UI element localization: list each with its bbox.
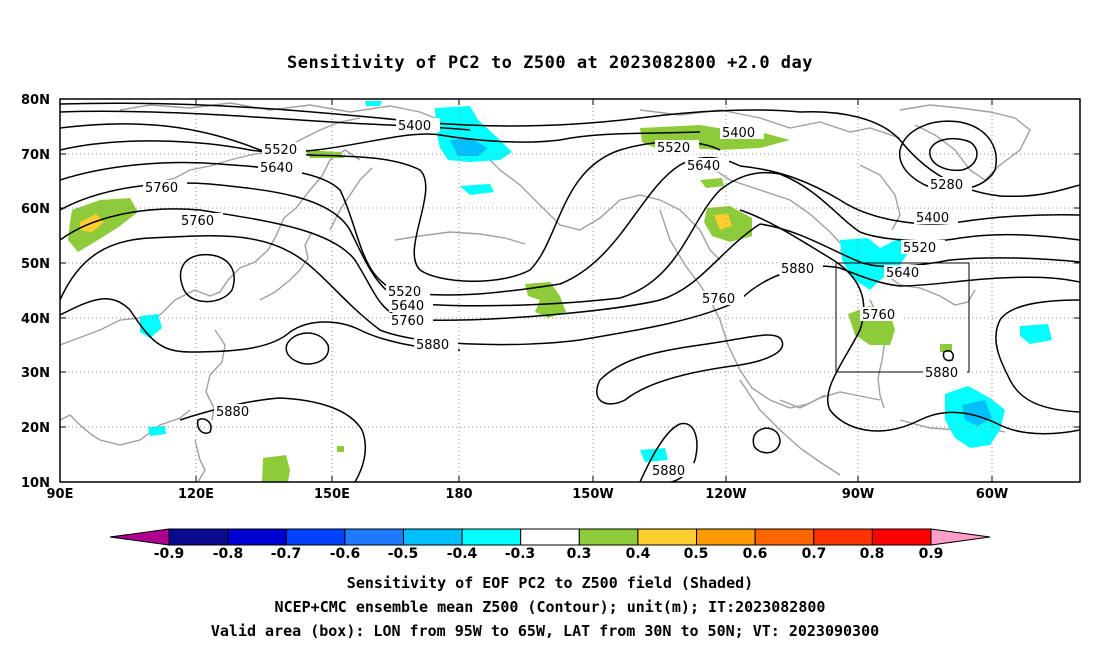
lon-label: 180 [445, 487, 472, 502]
lon-label: 120E [178, 487, 214, 502]
colorbar-segment [696, 528, 756, 546]
lon-label: 90W [842, 487, 874, 502]
contour-label: 5640 [391, 299, 424, 314]
colorbar-low-triangle [109, 528, 170, 546]
colorbar-label: -0.3 [505, 546, 536, 562]
colorbar-segment [871, 528, 932, 546]
lat-label: 40N [21, 312, 50, 327]
colorbar: -0.9 -0.8 -0.7 -0.6 -0.5 -0.4 -0.3 0.3 0… [109, 528, 991, 562]
colorbar-label: 0.9 [919, 546, 944, 562]
colorbar-segment [637, 528, 698, 546]
caption-line-3: Valid area (box): LON from 95W to 65W, L… [211, 622, 879, 640]
lat-label: 60N [21, 202, 50, 217]
contour-label: 5520 [264, 143, 297, 158]
colorbar-label: 0.7 [802, 546, 827, 562]
colorbar-label: 0.3 [567, 546, 592, 562]
contour-label: 5760 [391, 314, 424, 329]
sensitivity-shading [68, 101, 1052, 482]
lat-label: 30N [21, 366, 50, 381]
lon-label: 120W [705, 487, 746, 502]
colorbar-label: 0.8 [860, 546, 885, 562]
lat-label: 10N [21, 476, 50, 491]
caption-line-2: NCEP+CMC ensemble mean Z500 (Contour); u… [275, 598, 826, 616]
contour-label: 5880 [781, 262, 814, 277]
contour-label: 5880 [925, 366, 958, 381]
contour-label: 5640 [886, 266, 919, 281]
colorbar-segment [168, 528, 229, 546]
colorbar-segment [402, 528, 463, 546]
colorbar-label: -0.8 [213, 546, 244, 562]
contour-label: 5400 [722, 126, 755, 141]
colorbar-segment [285, 528, 346, 546]
contour-label: 5520 [657, 141, 690, 156]
lat-label: 80N [21, 93, 50, 108]
latitude-labels: 80N 70N 60N 50N 40N 30N 20N 10N [21, 93, 50, 491]
caption-line-1: Sensitivity of EOF PC2 to Z500 field (Sh… [347, 574, 753, 592]
colorbar-segment [520, 528, 580, 546]
contour-label: 5520 [903, 241, 936, 256]
colorbar-segment [813, 528, 873, 546]
coastlines [60, 102, 1031, 482]
valid-area-box [835, 262, 970, 373]
lon-label: 150W [572, 487, 613, 502]
axis-ticks [60, 98, 1080, 483]
contour-labels: 5400 5520 5640 5760 5760 5520 5640 5760 … [143, 118, 972, 479]
colorbar-label: 0.6 [743, 546, 768, 562]
lon-label: 150E [314, 487, 350, 502]
lat-label: 70N [21, 148, 50, 163]
colorbar-segment [754, 528, 815, 546]
contour-label: 5880 [216, 405, 249, 420]
lon-label: 90E [47, 487, 74, 502]
lat-label: 50N [21, 257, 50, 272]
map-frame [59, 98, 1081, 483]
contour-label: 5880 [652, 464, 685, 479]
colorbar-high-triangle [930, 528, 991, 546]
colorbar-label: -0.5 [388, 546, 419, 562]
colorbar-label: 0.4 [626, 546, 651, 562]
colorbar-label: -0.6 [330, 546, 361, 562]
colorbar-label: 0.5 [684, 546, 709, 562]
map-title: Sensitivity of PC2 to Z500 at 2023082800… [287, 53, 813, 73]
contour-label: 5760 [702, 292, 735, 307]
colorbar-segment [578, 528, 639, 546]
contour-label: 5640 [260, 161, 293, 176]
contour-label: 5400 [916, 211, 949, 226]
contour-label: 5520 [388, 285, 421, 300]
longitude-labels: 90E 120E 150E 180 150W 120W 90W 60W [47, 487, 1009, 502]
contour-label: 5880 [416, 338, 449, 353]
contour-label: 5760 [862, 308, 895, 323]
colorbar-segment [344, 528, 404, 546]
z500-contours [60, 102, 1080, 482]
lat-label: 20N [21, 421, 50, 436]
colorbar-label: -0.9 [154, 546, 185, 562]
contour-label: 5280 [930, 178, 963, 193]
lon-label: 60W [976, 487, 1008, 502]
contour-label: 5400 [398, 119, 431, 134]
colorbar-label: -0.4 [447, 546, 478, 562]
contour-label: 5640 [687, 159, 720, 174]
colorbar-label: -0.7 [271, 546, 302, 562]
colorbar-segment [461, 528, 522, 546]
contour-label: 5760 [145, 181, 178, 196]
contour-label: 5760 [181, 214, 214, 229]
captions: Sensitivity of EOF PC2 to Z500 field (Sh… [211, 574, 879, 640]
colorbar-segment [227, 528, 287, 546]
